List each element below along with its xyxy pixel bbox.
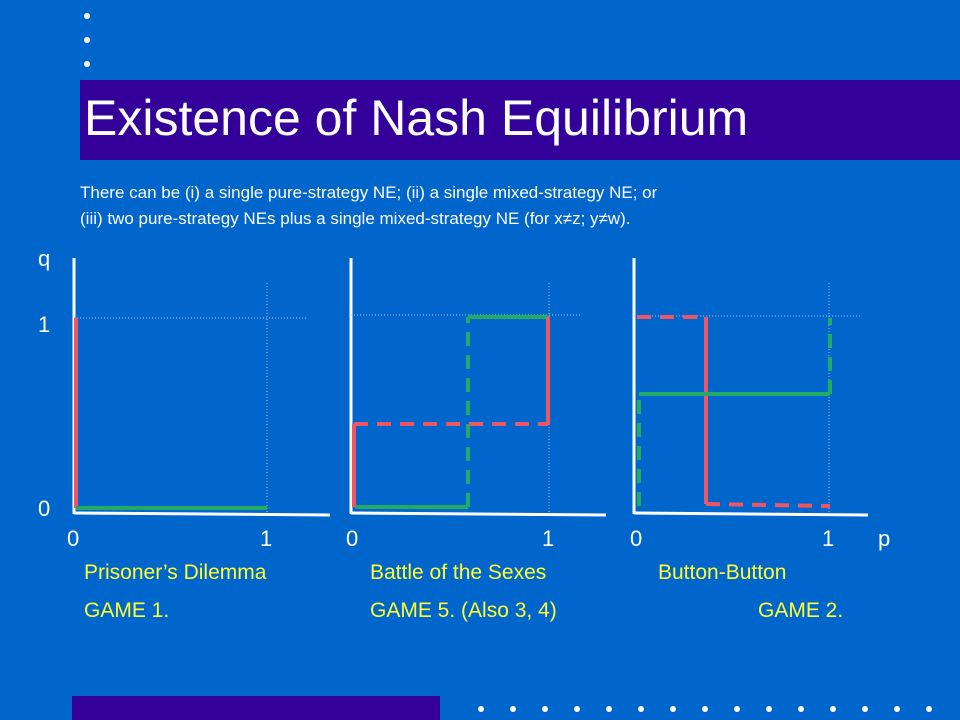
bottom-bar (72, 696, 440, 720)
decor-dot (478, 706, 484, 712)
x-tick-1-plot2: 1 (542, 526, 555, 551)
plot-battle-of-the-sexes (349, 258, 607, 517)
slide-title: Existence of Nash Equilibrium (84, 90, 749, 146)
subtitle-line-2: (iii) two pure-strategy NEs plus a singl… (80, 209, 631, 228)
subtitle-text: There can be (i) a single pure-strategy … (80, 180, 910, 232)
caption-game-label-1: GAME 1. (84, 599, 170, 622)
x-axis (633, 511, 869, 517)
y-tick-1: 1 (38, 312, 51, 337)
y-axis-name: q (38, 246, 51, 271)
decor-dot (510, 706, 516, 712)
decor-dot (926, 706, 932, 712)
x-axis-name: p (878, 526, 891, 551)
caption-game-name-1: Prisoner’s Dilemma (84, 561, 267, 584)
x-tick-1-plot3: 1 (822, 526, 835, 551)
decor-dot (734, 706, 740, 712)
x-axis (350, 511, 607, 517)
decor-dot (606, 706, 612, 712)
caption-game-name-2: Battle of the Sexes (370, 561, 547, 584)
decor-dot (702, 706, 708, 712)
decor-dot (84, 37, 90, 43)
plot-prisoners-dilemma (72, 258, 331, 517)
decor-dot (830, 706, 836, 712)
y-tick-0: 0 (38, 496, 51, 521)
decor-dot (766, 706, 772, 712)
caption-game-name-3: Button-Button (658, 561, 787, 584)
caption-game-label-3: GAME 2. (758, 599, 844, 622)
caption-game-label-2: GAME 5. (Also 3, 4) (370, 599, 557, 622)
title-bar: Existence of Nash Equilibrium (80, 80, 960, 160)
red-best-response-mixed (705, 502, 831, 508)
decor-dot (670, 706, 676, 712)
decor-dot (862, 706, 868, 712)
decor-dot (84, 13, 90, 19)
x-tick-0-plot3: 0 (630, 526, 643, 551)
decor-dot (542, 706, 548, 712)
x-tick-0-plot1: 0 (67, 526, 80, 551)
x-axis (73, 511, 331, 517)
decor-dot (84, 61, 90, 67)
x-tick-1-plot1: 1 (260, 526, 273, 551)
plot-button-button (632, 258, 869, 517)
decor-dot (638, 706, 644, 712)
decor-dot (574, 706, 580, 712)
subtitle-line-1: There can be (i) a single pure-strategy … (80, 183, 658, 202)
decor-dot (798, 706, 804, 712)
x-tick-0-plot2: 0 (346, 526, 359, 551)
decor-dot (894, 706, 900, 712)
